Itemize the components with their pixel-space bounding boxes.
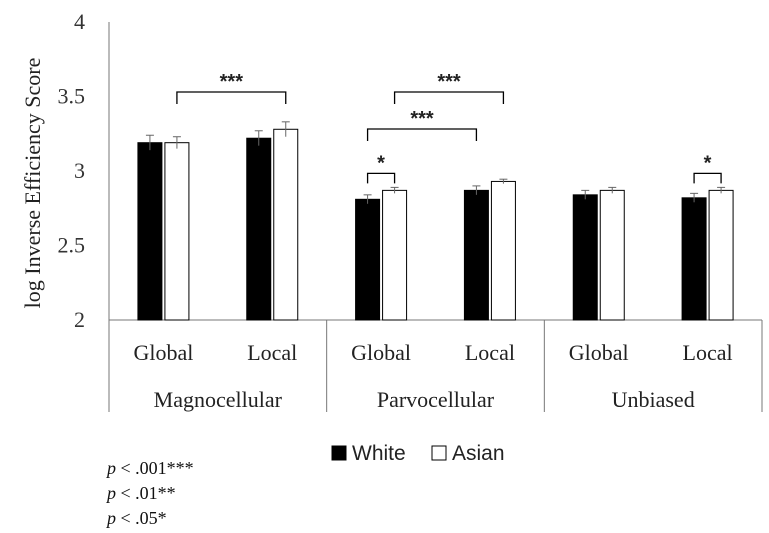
- significance-label-3: *: [377, 152, 385, 174]
- legend-label-white: White: [352, 442, 406, 465]
- bar-white-0: [137, 142, 163, 321]
- p-value-note-1: p < .01**: [105, 483, 176, 503]
- significance-label-1: ***: [437, 71, 461, 93]
- bar-white-2: [355, 198, 381, 321]
- x-category-label-1: Local: [247, 340, 297, 365]
- bar-asian-5: [708, 189, 734, 321]
- x-category-label-3: Local: [465, 340, 515, 365]
- significance-bracket-1: [393, 91, 505, 104]
- significance-label-0: ***: [220, 71, 244, 93]
- x-category-label-0: Global: [133, 340, 193, 365]
- y-tick-label-4: 4: [74, 9, 85, 34]
- y-tick-label-3: 3.5: [58, 84, 86, 109]
- x-group-label-2: Unbiased: [612, 387, 695, 412]
- bar-asian-2: [382, 189, 408, 321]
- significance-bracket-2: [366, 128, 478, 141]
- bar-white-4: [572, 194, 598, 321]
- x-category-label-2: Global: [351, 340, 411, 365]
- bar-white-5: [681, 197, 707, 321]
- bar-asian-1: [273, 128, 299, 321]
- y-tick-label-2: 3: [74, 158, 85, 183]
- bar-asian-4: [599, 189, 625, 321]
- legend-swatch-asian: [431, 445, 447, 461]
- significance-bracket-0: [176, 91, 287, 104]
- y-tick-label-0: 2: [74, 307, 85, 332]
- bar-white-3: [463, 189, 489, 321]
- x-group-label-0: Magnocellular: [154, 387, 283, 412]
- x-group-label-1: Parvocellular: [377, 387, 495, 412]
- significance-label-2: ***: [410, 108, 434, 130]
- x-category-label-5: Local: [683, 340, 733, 365]
- bar-white-1: [246, 137, 272, 321]
- legend-label-asian: Asian: [452, 442, 505, 465]
- significance-bracket-3: [366, 172, 396, 184]
- significance-bracket-4: [693, 172, 722, 184]
- bar-asian-3: [490, 180, 516, 321]
- legend-swatch-white: [331, 445, 347, 461]
- x-category-label-4: Global: [569, 340, 629, 365]
- y-axis-title: log Inverse Efficiency Score: [20, 58, 45, 309]
- bar-asian-0: [164, 142, 190, 321]
- y-tick-label-1: 2.5: [58, 233, 86, 258]
- significance-label-4: *: [704, 152, 712, 174]
- p-value-note-0: p < .001***: [105, 458, 194, 478]
- p-value-note-2: p < .05*: [105, 508, 167, 528]
